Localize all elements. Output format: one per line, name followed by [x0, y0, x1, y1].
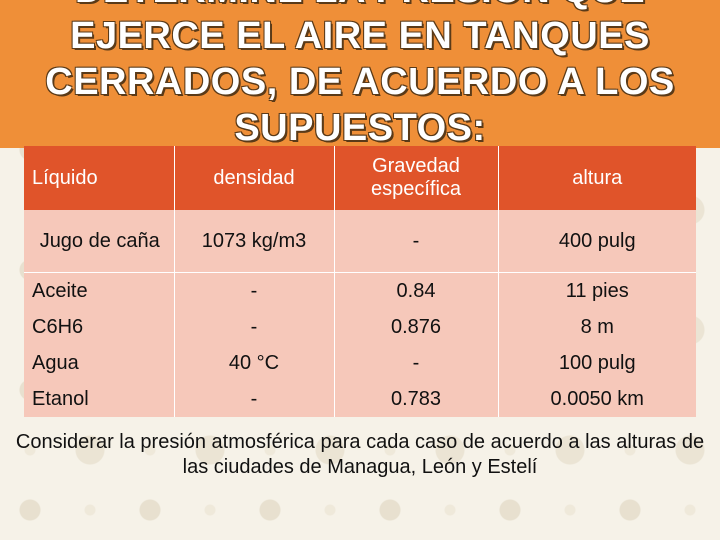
- table-header-row: Líquido densidad Gravedad específica alt…: [24, 146, 696, 210]
- cell-gravedad: 0.84: [334, 272, 499, 309]
- cell-densidad: 40 °C: [174, 345, 335, 381]
- cell-liquido: Etanol: [24, 381, 175, 417]
- title-bar: DETERMINE LA PRESIÓN QUE EJERCE EL AIRE …: [0, 0, 720, 148]
- cell-gravedad: 0.876: [334, 309, 499, 345]
- cell-gravedad: 0.783: [334, 381, 499, 417]
- cell-altura: 8 m: [498, 309, 696, 345]
- cell-liquido: Jugo de caña: [24, 210, 175, 273]
- header-gravedad-especifica: Gravedad específica: [334, 146, 499, 210]
- table-row: Etanol - 0.783 0.0050 km: [24, 381, 696, 417]
- instruction-note: Considerar la presión atmosférica para c…: [15, 431, 705, 478]
- cell-gravedad: -: [334, 210, 499, 273]
- cell-liquido: C6H6: [24, 309, 175, 345]
- slide-title: DETERMINE LA PRESIÓN QUE EJERCE EL AIRE …: [10, 0, 710, 148]
- header-densidad: densidad: [174, 146, 335, 210]
- title-line-3: CERRADOS, DE ACUERDO A LOS: [45, 61, 675, 103]
- cell-altura: 0.0050 km: [498, 381, 696, 417]
- table-row: Aceite - 0.84 11 pies: [24, 272, 696, 309]
- table-row: Agua 40 °C - 100 pulg: [24, 345, 696, 381]
- cell-altura: 100 pulg: [498, 345, 696, 381]
- title-line-2: EJERCE EL AIRE EN TANQUES: [70, 15, 650, 57]
- cell-densidad: 1073 kg/m3: [174, 210, 335, 273]
- cell-liquido: Agua: [24, 345, 175, 381]
- cell-altura: 11 pies: [498, 272, 696, 309]
- cell-altura: 400 pulg: [498, 210, 696, 273]
- header-altura: altura: [498, 146, 696, 210]
- cell-densidad: -: [174, 309, 335, 345]
- table-row: Jugo de caña 1073 kg/m3 - 400 pulg: [24, 210, 696, 273]
- cell-densidad: -: [174, 272, 335, 309]
- liquids-table: Líquido densidad Gravedad específica alt…: [24, 146, 696, 417]
- cell-gravedad: -: [334, 345, 499, 381]
- title-line-4: SUPUESTOS:: [234, 107, 486, 148]
- header-liquido: Líquido: [24, 146, 175, 210]
- table-row: C6H6 - 0.876 8 m: [24, 309, 696, 345]
- title-line-1: DETERMINE LA PRESIÓN QUE: [75, 0, 645, 11]
- cell-densidad: -: [174, 381, 335, 417]
- cell-liquido: Aceite: [24, 272, 175, 309]
